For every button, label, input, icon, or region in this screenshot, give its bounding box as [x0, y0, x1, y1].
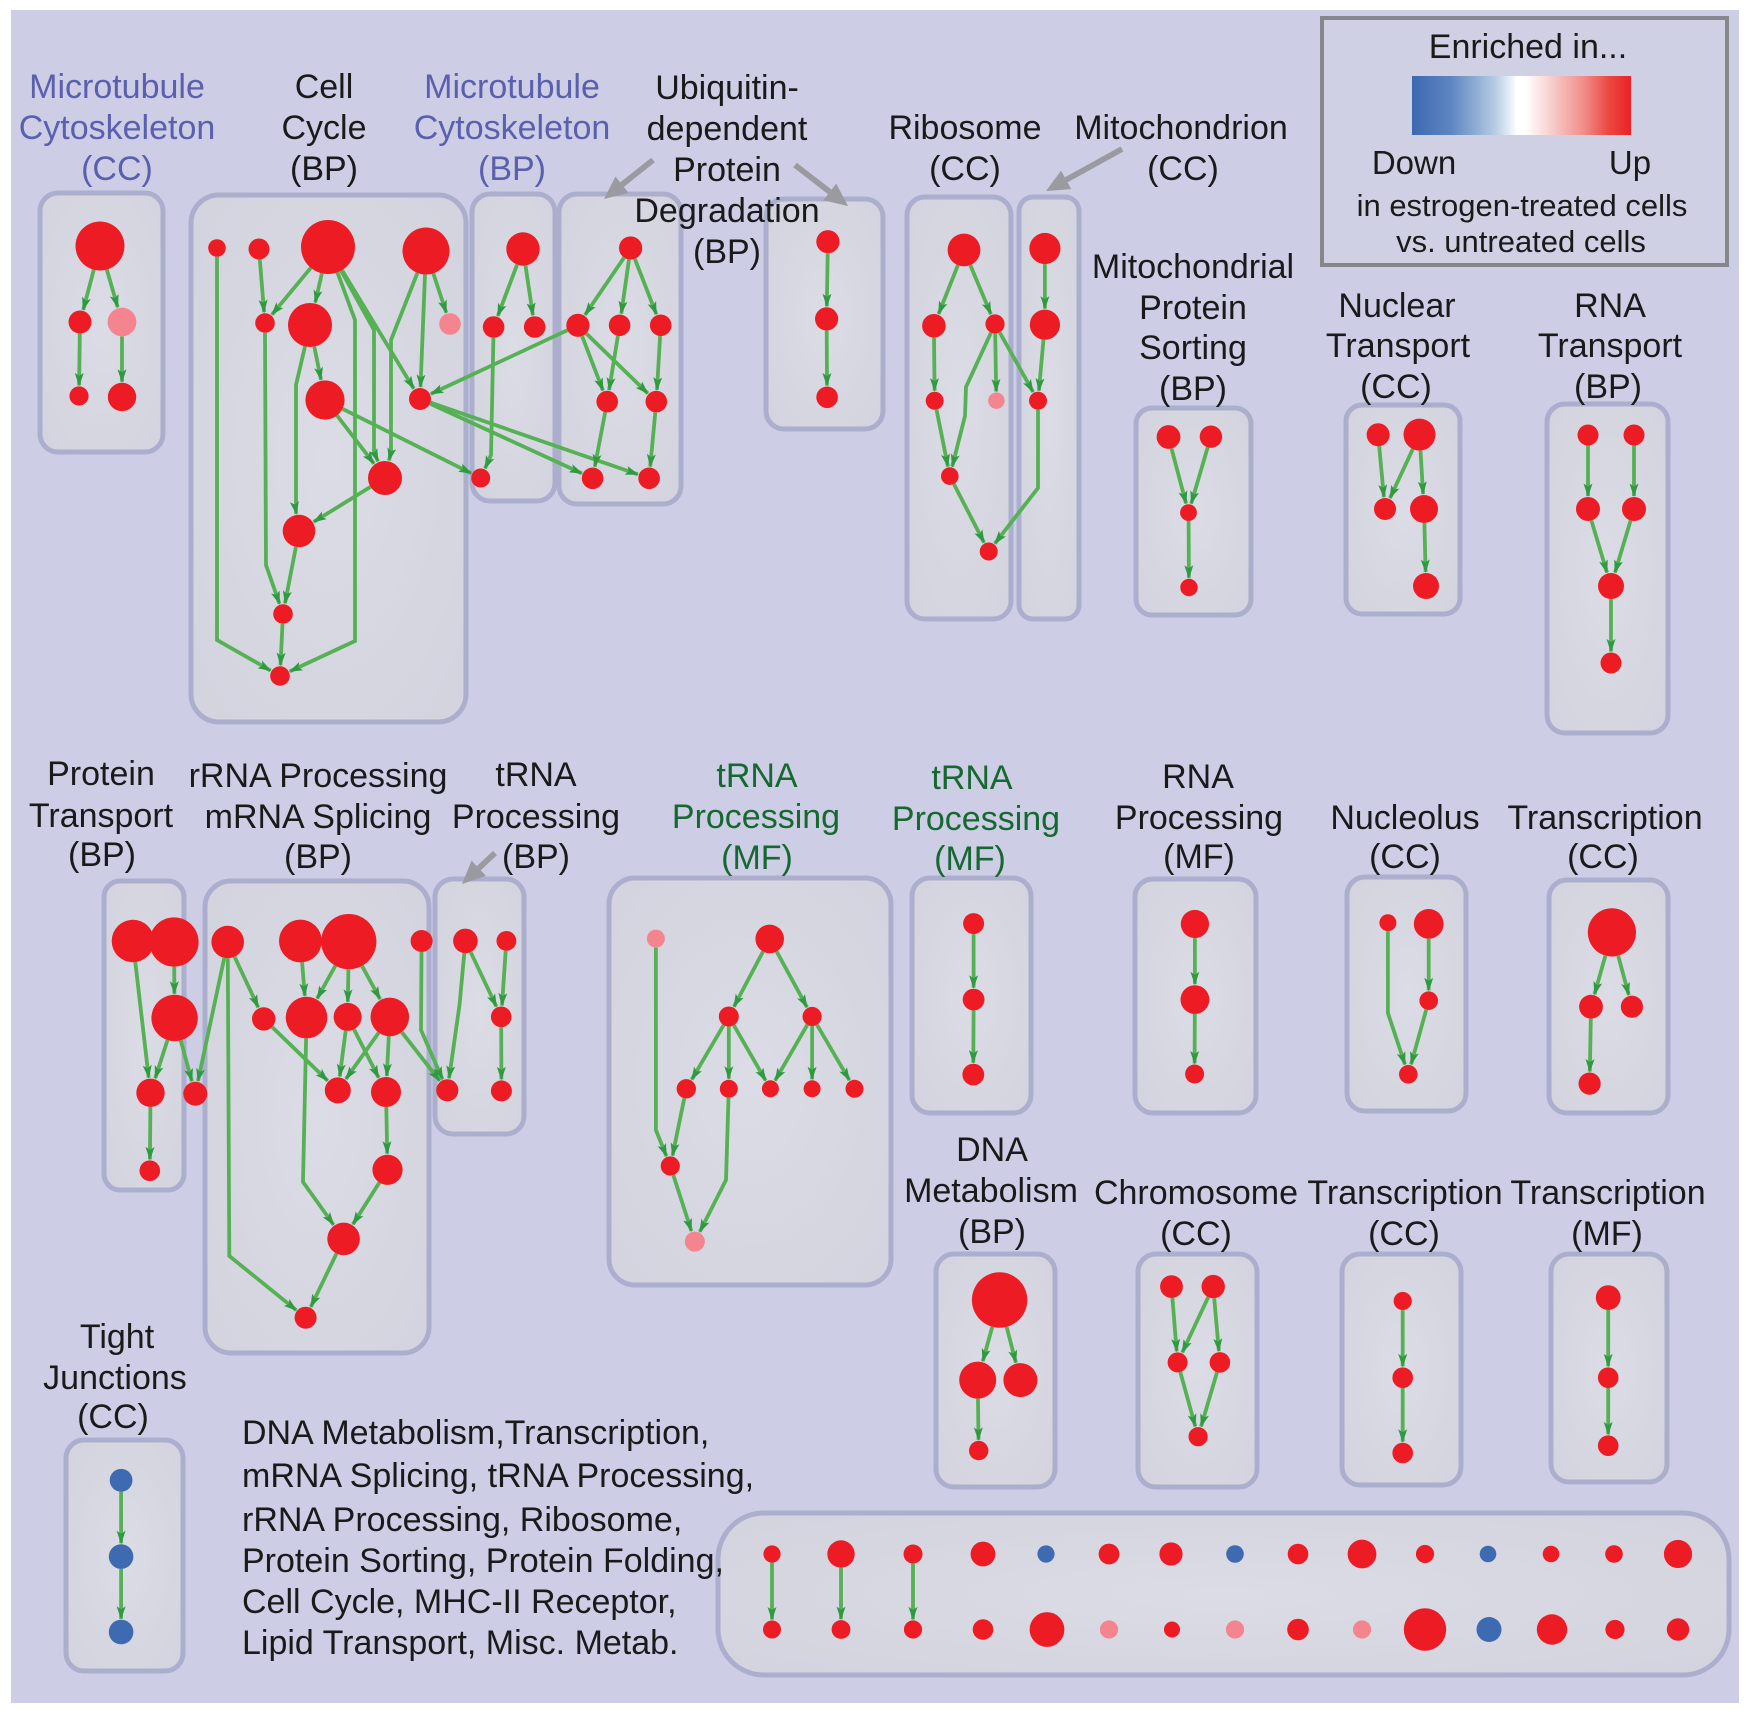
svg-text:DNA: DNA — [956, 1131, 1028, 1169]
svg-text:rRNA Processing, Ribosome,: rRNA Processing, Ribosome, — [242, 1501, 682, 1539]
svg-text:(BP): (BP) — [284, 838, 352, 876]
svg-text:(MF): (MF) — [721, 839, 793, 877]
svg-text:Cytoskeleton: Cytoskeleton — [19, 109, 216, 147]
svg-text:mRNA Splicing: mRNA Splicing — [205, 798, 432, 836]
svg-text:(CC): (CC) — [1369, 838, 1441, 876]
svg-text:Nucleolus: Nucleolus — [1330, 799, 1479, 837]
svg-text:Sorting: Sorting — [1139, 329, 1247, 367]
svg-text:(MF): (MF) — [1163, 838, 1235, 876]
svg-text:(CC): (CC) — [81, 150, 153, 188]
svg-text:Transcription: Transcription — [1510, 1174, 1705, 1212]
svg-text:Down: Down — [1372, 144, 1456, 181]
svg-text:Cytoskeleton: Cytoskeleton — [414, 109, 611, 147]
svg-text:Degradation: Degradation — [634, 192, 819, 230]
svg-text:Protein: Protein — [47, 755, 155, 793]
svg-text:RNA: RNA — [1574, 287, 1646, 325]
svg-text:in estrogen-treated cells: in estrogen-treated cells — [1357, 188, 1688, 223]
svg-text:(MF): (MF) — [934, 840, 1006, 878]
svg-text:(CC): (CC) — [929, 150, 1001, 188]
svg-text:Chromosome: Chromosome — [1094, 1174, 1298, 1212]
svg-text:Nuclear: Nuclear — [1338, 287, 1455, 325]
svg-text:tRNA: tRNA — [716, 757, 798, 795]
svg-text:DNA Metabolism,Transcription,: DNA Metabolism,Transcription, — [242, 1414, 709, 1452]
svg-text:tRNA: tRNA — [495, 756, 577, 794]
svg-text:Tight: Tight — [80, 1318, 155, 1356]
svg-text:(CC): (CC) — [1567, 838, 1639, 876]
svg-text:(BP): (BP) — [1574, 368, 1642, 406]
svg-text:dependent: dependent — [647, 110, 808, 148]
svg-text:(BP): (BP) — [502, 838, 570, 876]
svg-text:(MF): (MF) — [1571, 1215, 1643, 1253]
svg-text:Processing: Processing — [452, 798, 620, 836]
svg-text:Protein Sorting, Protein Foldi: Protein Sorting, Protein Folding, — [242, 1542, 724, 1580]
svg-text:Lipid Transport, Misc. Metab.: Lipid Transport, Misc. Metab. — [242, 1624, 679, 1662]
svg-text:Transport: Transport — [29, 797, 174, 835]
svg-text:Processing: Processing — [1115, 799, 1283, 837]
svg-text:(CC): (CC) — [1368, 1215, 1440, 1253]
svg-text:Mitochondrion: Mitochondrion — [1074, 109, 1288, 147]
svg-text:Microtubule: Microtubule — [424, 68, 600, 106]
svg-text:Up: Up — [1609, 144, 1651, 181]
svg-text:(BP): (BP) — [478, 150, 546, 188]
svg-text:(CC): (CC) — [1360, 368, 1432, 406]
svg-text:Ribosome: Ribosome — [888, 109, 1041, 147]
svg-text:(CC): (CC) — [77, 1398, 149, 1436]
svg-text:mRNA Splicing, tRNA Processing: mRNA Splicing, tRNA Processing, — [242, 1457, 754, 1495]
svg-text:Microtubule: Microtubule — [29, 68, 205, 106]
svg-text:vs. untreated cells: vs. untreated cells — [1396, 224, 1646, 259]
svg-text:Transcription: Transcription — [1307, 1174, 1502, 1212]
svg-text:Protein: Protein — [1139, 289, 1247, 327]
svg-text:RNA: RNA — [1162, 758, 1234, 796]
svg-text:Junctions: Junctions — [43, 1359, 187, 1397]
svg-text:Transport: Transport — [1538, 327, 1683, 365]
svg-text:(BP): (BP) — [290, 150, 358, 188]
svg-text:Metabolism: Metabolism — [904, 1172, 1078, 1210]
svg-text:(BP): (BP) — [68, 836, 136, 874]
svg-text:Enriched in...: Enriched in... — [1429, 28, 1627, 66]
svg-text:(CC): (CC) — [1147, 150, 1219, 188]
svg-text:Processing: Processing — [892, 800, 1060, 838]
svg-text:(BP): (BP) — [958, 1213, 1026, 1251]
svg-text:(CC): (CC) — [1160, 1215, 1232, 1253]
svg-text:(BP): (BP) — [693, 233, 761, 271]
svg-text:tRNA: tRNA — [931, 759, 1013, 797]
svg-text:Cycle: Cycle — [281, 109, 366, 147]
svg-text:Ubiquitin-: Ubiquitin- — [655, 69, 799, 107]
svg-text:Transport: Transport — [1326, 327, 1471, 365]
svg-text:Protein: Protein — [673, 151, 781, 189]
svg-text:Processing: Processing — [672, 798, 840, 836]
svg-text:Mitochondrial: Mitochondrial — [1092, 248, 1294, 286]
svg-text:Cell: Cell — [295, 68, 354, 106]
svg-text:Transcription: Transcription — [1507, 799, 1702, 837]
svg-text:rRNA Processing: rRNA Processing — [189, 757, 448, 795]
svg-text:(BP): (BP) — [1159, 370, 1227, 408]
svg-text:Cell Cycle, MHC-II Receptor,: Cell Cycle, MHC-II Receptor, — [242, 1583, 677, 1621]
